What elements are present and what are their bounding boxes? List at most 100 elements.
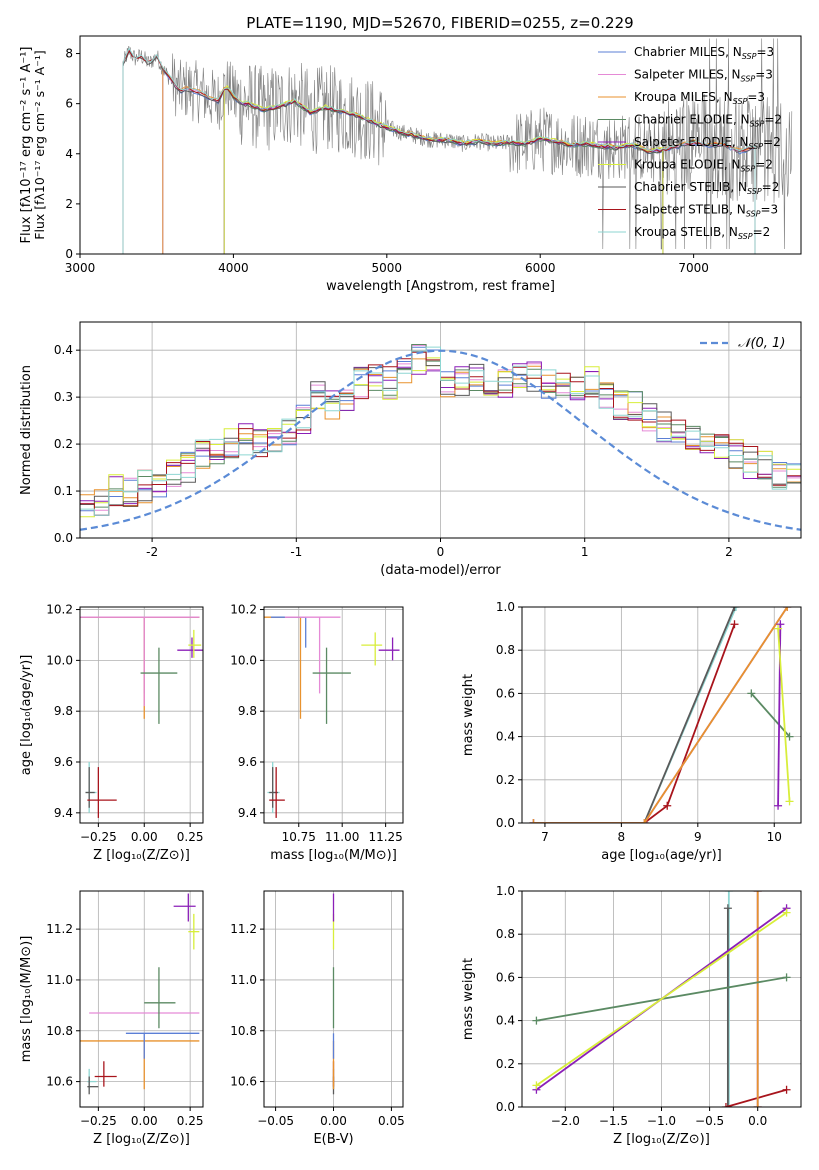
plot-area (532, 891, 791, 1107)
errorbar-kroupa-elodie (361, 632, 383, 666)
figure-panels: 3000 4000 5000 6000 7000 0 2 4 6 8 wavelength [Ang… (19, 35, 802, 1147)
errorbar-kroupa-stelib (85, 762, 97, 813)
x-tick-label: −0.25 (80, 1114, 117, 1128)
y-tick-label: 8 (65, 47, 73, 61)
y-tick-label: 2 (65, 197, 73, 211)
weight-line-chabrier-miles (533, 607, 788, 823)
weight-marker (776, 620, 785, 629)
x-axis-label: mass [log₁₀(M/M⊙)] (270, 848, 397, 863)
weight-marker (730, 620, 739, 629)
weight-marker (721, 1103, 730, 1107)
weight-marker (723, 904, 732, 913)
weight-marker (782, 973, 791, 982)
spectrum-legend: Chabrier MILES, NSSP=3 Salpeter MILES, NS… (598, 45, 782, 241)
weight-marker (529, 819, 538, 823)
y-tick-label: 10.6 (230, 1075, 257, 1089)
y-axis-label: age [log₁₀(age/yr)] (19, 655, 34, 776)
model-spectrum-kroupa-elodie (223, 84, 664, 254)
weight-marker (782, 908, 791, 917)
errorbar-kroupa-elodie (188, 629, 202, 658)
plot-area (529, 607, 794, 823)
y-tick-label: 0.2 (496, 1057, 515, 1071)
y-tick-label: 0.4 (496, 1014, 515, 1028)
x-axis-label: Z [log₁₀(Z/Z⊙)] (93, 1132, 190, 1147)
weight-line-kroupa-stelib (533, 607, 737, 823)
y-tick-label: 4 (65, 147, 73, 161)
residual-legend: 𝒩(0, 1) (700, 336, 785, 351)
y-tick-label: 0.1 (54, 484, 73, 498)
x-axis-label: (data-model)/error (380, 563, 501, 578)
weight-line-chabrier-elodie (750, 692, 791, 738)
x-tick-label: −1.5 (599, 1114, 628, 1128)
errorbar-kroupa-miles (264, 616, 302, 719)
residual-histogram-kroupa-stelib (80, 346, 801, 516)
errorbar-salpeter-stelib (94, 1061, 117, 1087)
weight-line-kroupa-miles (533, 607, 788, 823)
weight-marker (724, 891, 733, 895)
x-tick-label: 1 (581, 545, 589, 559)
weight-line-kroupa-elodie (777, 628, 791, 802)
panel-mass_vs_Z: −0.25 0.00 0.25 10.6 10.8 11.0 11.2 Z [log₁₀(Z/… (19, 890, 204, 1147)
y-axis-label: mass weight (461, 674, 476, 756)
y-tick-label: 11.0 (230, 973, 257, 987)
panel-mass_vs_ebv: −0.05 0.00 0.05 10.6 10.8 11.0 11.2 E(B-V) (230, 890, 405, 1147)
legend-entry-normal: 𝒩(0, 1) (738, 336, 785, 351)
weight-marker (532, 1016, 541, 1025)
x-axis-label: age [log₁₀(age/yr)] (601, 848, 722, 863)
weight-marker (774, 624, 783, 633)
y-tick-label: 0.0 (54, 531, 73, 545)
axes-frame (521, 606, 802, 824)
y-tick-label: 0.4 (496, 730, 515, 744)
x-axis-label: wavelength [Angstrom, rest frame] (326, 279, 555, 294)
y-tick-label: 1.0 (496, 600, 515, 614)
weight-marker (730, 607, 739, 611)
legend-entry-chabrier-stelib: Chabrier STELIB, NSSP=2 (634, 180, 779, 196)
y-tick-label: 6 (65, 97, 73, 111)
x-tick-label: −0.25 (80, 830, 117, 844)
errorbar-salpeter-elodie (177, 637, 203, 658)
x-tick-label: 10 (767, 830, 782, 844)
x-tick-label: 0.25 (177, 830, 204, 844)
weight-line-salpeter-stelib (533, 623, 736, 823)
panel-age_vs_Z: −0.25 0.00 0.25 9.4 9.6 9.8 10.0 10.2 Z [log₁₀(Z… (19, 603, 204, 863)
x-tick-label: 11.25 (368, 830, 402, 844)
errorbar-chabrier-miles (125, 1032, 200, 1059)
legend-entry-salpeter-elodie: Salpeter ELODIE, NSSP=2 (634, 135, 781, 151)
y-tick-label: 11.2 (46, 922, 73, 936)
y-axis-label: mass weight (461, 958, 476, 1040)
x-tick-label: 9 (694, 830, 702, 844)
y-tick-label: 10.6 (46, 1075, 73, 1089)
errorbar-chabrier-miles (80, 616, 200, 694)
weight-marker (753, 891, 762, 895)
figure-title: PLATE=1190, MJD=52670, FIBERID=0255, z=0… (246, 14, 633, 32)
errorbar-chabrier-stelib (87, 1076, 99, 1095)
y-tick-label: 10.2 (230, 603, 257, 617)
x-tick-label: 7000 (678, 261, 709, 275)
legend-entry-kroupa-elodie: Kroupa ELODIE, NSSP=2 (634, 158, 773, 174)
plot-area (264, 616, 400, 818)
model-spectrum-chabrier-elodie (223, 88, 664, 254)
plot-area (122, 38, 793, 254)
y-tick-label: 0 (65, 247, 73, 261)
x-tick-label: 0.00 (131, 830, 158, 844)
errorbar-salpeter-miles (80, 616, 200, 707)
x-tick-label: 0.00 (320, 1114, 347, 1128)
normal-curve (80, 349, 801, 531)
errorbar-kroupa-stelib (267, 762, 280, 813)
y-axis-label: Flux [fλ10⁻¹⁷ erg cm⁻² s⁻¹ A⁻¹] (19, 47, 34, 244)
x-tick-label: 7 (541, 830, 549, 844)
errorbar-salpeter-elodie (173, 893, 196, 922)
y-tick-label: 0.6 (496, 686, 515, 700)
y-tick-label: 10.0 (230, 653, 257, 667)
legend-entry-salpeter-miles: Salpeter MILES, NSSP=3 (634, 68, 773, 84)
y-tick-label: 10.8 (230, 1024, 257, 1038)
y-tick-label: 9.4 (238, 806, 257, 820)
y-axis-label: mass [log₁₀(M/M⊙)] (19, 936, 34, 1063)
weight-marker (783, 607, 792, 611)
x-tick-label: 3000 (65, 261, 96, 275)
weight-marker (753, 1103, 762, 1107)
errorbar-chabrier-elodie (140, 647, 178, 724)
x-tick-label: −1.0 (647, 1114, 676, 1128)
x-tick-label: 6000 (525, 261, 556, 275)
